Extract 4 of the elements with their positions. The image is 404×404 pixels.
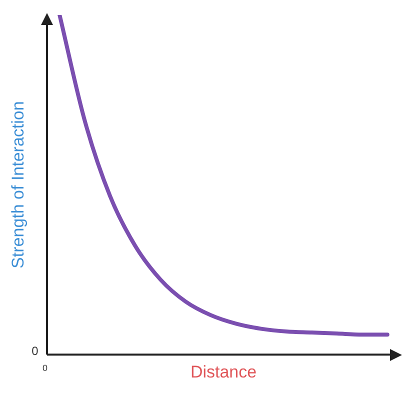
y-axis-title: Strength of Interaction bbox=[8, 101, 28, 268]
text: 0 bbox=[42, 363, 48, 374]
x-axis-title: Distance bbox=[190, 362, 257, 382]
text: 0 bbox=[32, 344, 39, 358]
